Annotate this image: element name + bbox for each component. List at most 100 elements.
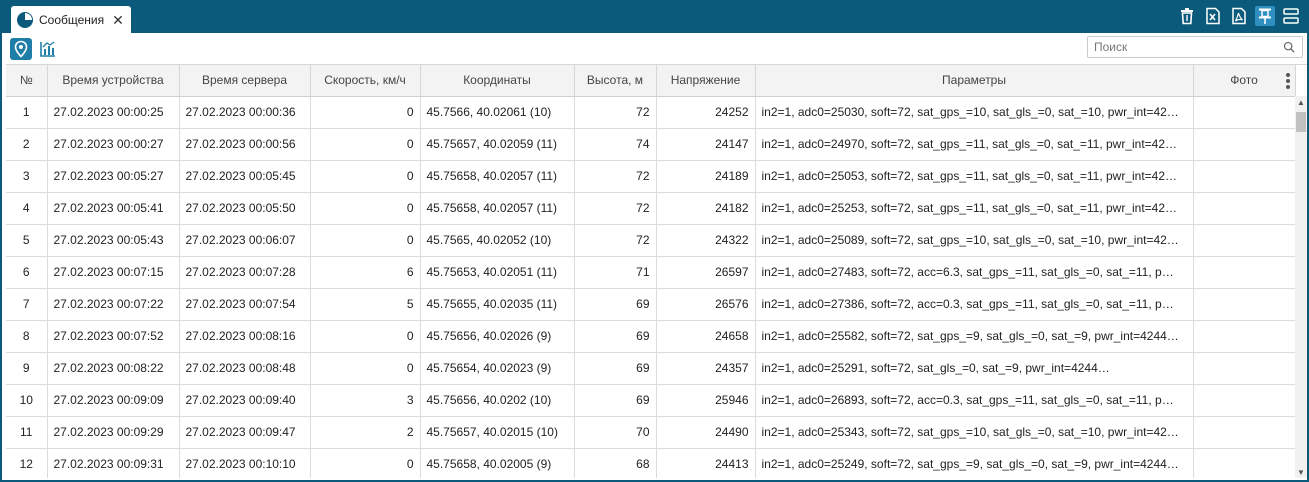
table-cell: 27.02.2023 00:08:22 xyxy=(47,352,180,385)
table-cell xyxy=(1193,352,1296,385)
map-button[interactable] xyxy=(10,38,32,60)
pin-button[interactable] xyxy=(1255,6,1275,26)
table-cell: 0 xyxy=(310,224,421,257)
table-cell: 24147 xyxy=(656,128,756,161)
column-header[interactable]: Время устройства xyxy=(47,65,180,97)
export-pdf-button[interactable] xyxy=(1229,6,1249,26)
search-icon[interactable] xyxy=(1280,38,1298,56)
table-cell: 27.02.2023 00:08:48 xyxy=(179,352,311,385)
column-header[interactable]: Время сервера xyxy=(179,65,311,97)
tab-messages[interactable]: Сообщения ✕ xyxy=(11,6,131,33)
table-cell xyxy=(1193,256,1296,289)
vertical-scrollbar[interactable]: ▲ ▼ xyxy=(1295,96,1307,478)
table-row[interactable]: 4 27.02.2023 00:05:41 27.02.2023 00:05:50 0… xyxy=(6,192,1296,225)
table-cell: in2=1, adc0=27386, soft=72, acc=0.3, sat… xyxy=(755,288,1194,321)
table-cell: 26597 xyxy=(656,256,756,289)
tab-close-icon[interactable]: ✕ xyxy=(112,11,124,28)
table-cell: in2=1, adc0=25343, soft=72, sat_gps_=10,… xyxy=(755,416,1194,449)
title-actions xyxy=(1177,6,1301,26)
table-cell: in2=1, adc0=26893, soft=72, acc=0.3, sat… xyxy=(755,384,1194,417)
table-cell: 24490 xyxy=(656,416,756,449)
scrollbar-thumb[interactable] xyxy=(1296,112,1306,132)
column-header[interactable]: Высота, м xyxy=(574,65,657,97)
column-header[interactable]: Напряжение xyxy=(656,65,756,97)
table-cell: 74 xyxy=(574,128,657,161)
table-row[interactable]: 11 27.02.2023 00:09:29 27.02.2023 00:09:47… xyxy=(6,416,1296,449)
table-cell: 2 xyxy=(6,128,48,161)
table-cell: 1 xyxy=(6,96,48,129)
table-cell xyxy=(1193,160,1296,193)
table-cell: 27.02.2023 00:05:50 xyxy=(179,192,311,225)
table-cell: 2 xyxy=(310,416,421,449)
table-cell: in2=1, adc0=25030, soft=72, sat_gps_=10,… xyxy=(755,96,1194,129)
table-cell: 27.02.2023 00:00:25 xyxy=(47,96,180,129)
table-cell: 0 xyxy=(310,96,421,129)
layout-button[interactable] xyxy=(1281,6,1301,26)
pie-chart-icon xyxy=(17,11,33,28)
table-cell: 25946 xyxy=(656,384,756,417)
table-cell xyxy=(1193,288,1296,321)
column-header[interactable]: Координаты xyxy=(420,65,575,97)
table-row[interactable]: 2 27.02.2023 00:00:27 27.02.2023 00:00:56 0… xyxy=(6,128,1296,161)
table-cell: 45.75658, 40.02005 (9) xyxy=(420,448,575,478)
toolbar xyxy=(2,33,1307,64)
table-cell: 45.75656, 40.02026 (9) xyxy=(420,320,575,353)
pin-icon xyxy=(1259,8,1271,24)
column-header[interactable]: № xyxy=(6,65,48,97)
table-cell: 27.02.2023 00:07:28 xyxy=(179,256,311,289)
table-cell: in2=1, adc0=25089, soft=72, sat_gps_=10,… xyxy=(755,224,1194,257)
table-cell: 27.02.2023 00:06:07 xyxy=(179,224,311,257)
table-row[interactable]: 3 27.02.2023 00:05:27 27.02.2023 00:05:45 0… xyxy=(6,160,1296,193)
table-cell: 8 xyxy=(6,320,48,353)
table-row[interactable]: 10 27.02.2023 00:09:09 27.02.2023 00:09:40… xyxy=(6,384,1296,417)
table-cell: 71 xyxy=(574,256,657,289)
table-cell: 5 xyxy=(6,224,48,257)
table-cell: 10 xyxy=(6,384,48,417)
table-cell: 27.02.2023 00:09:40 xyxy=(179,384,311,417)
table-cell: 27.02.2023 00:07:22 xyxy=(47,288,180,321)
table-cell: 45.75658, 40.02057 (11) xyxy=(420,192,575,225)
delete-button[interactable] xyxy=(1177,6,1197,26)
column-menu-icon[interactable] xyxy=(1283,71,1293,91)
table-cell xyxy=(1193,384,1296,417)
column-header[interactable]: Параметры xyxy=(755,65,1194,97)
table-cell: in2=1, adc0=27483, soft=72, acc=6.3, sat… xyxy=(755,256,1194,289)
scroll-up-arrow-icon[interactable]: ▲ xyxy=(1297,97,1305,107)
table-cell xyxy=(1193,96,1296,129)
table-cell: 0 xyxy=(310,128,421,161)
table-cell: 45.75657, 40.02059 (11) xyxy=(420,128,575,161)
table-row[interactable]: 9 27.02.2023 00:08:22 27.02.2023 00:08:48 0… xyxy=(6,352,1296,385)
table-row[interactable]: 1 27.02.2023 00:00:25 27.02.2023 00:00:36 0… xyxy=(6,96,1296,129)
table-cell: 27.02.2023 00:09:29 xyxy=(47,416,180,449)
table-row[interactable]: 7 27.02.2023 00:07:22 27.02.2023 00:07:54 5… xyxy=(6,288,1296,321)
table-row[interactable]: 8 27.02.2023 00:07:52 27.02.2023 00:08:16 0… xyxy=(6,320,1296,353)
table-header-row: № Время устройства Время сервера Скорость, … xyxy=(6,65,1296,97)
column-header[interactable]: Скорость, км/ч xyxy=(310,65,421,97)
column-header[interactable]: Фото xyxy=(1193,65,1296,97)
pdf-export-icon xyxy=(1232,7,1246,25)
table-body: 1 27.02.2023 00:00:25 27.02.2023 00:00:36 0… xyxy=(6,96,1296,478)
table-cell xyxy=(1193,448,1296,478)
chart-button[interactable] xyxy=(37,38,59,60)
table-cell: 69 xyxy=(574,384,657,417)
export-excel-button[interactable] xyxy=(1203,6,1223,26)
table-row[interactable]: 6 27.02.2023 00:07:15 27.02.2023 00:07:28 6… xyxy=(6,256,1296,289)
table-row[interactable]: 12 27.02.2023 00:09:31 27.02.2023 00:10:10… xyxy=(6,448,1296,478)
table-cell: 24357 xyxy=(656,352,756,385)
table-cell: 68 xyxy=(574,448,657,478)
table-cell: 3 xyxy=(310,384,421,417)
table-cell: in2=1, adc0=25249, soft=72, sat_gps_=9, … xyxy=(755,448,1194,478)
table-cell: in2=1, adc0=25582, soft=72, sat_gps_=9, … xyxy=(755,320,1194,353)
table-cell: 9 xyxy=(6,352,48,385)
table-cell: 27.02.2023 00:05:43 xyxy=(47,224,180,257)
messages-table-container: № Время устройства Время сервера Скорость, … xyxy=(6,64,1307,478)
search-input[interactable] xyxy=(1088,37,1280,57)
scroll-down-arrow-icon[interactable]: ▼ xyxy=(1297,467,1305,477)
table-cell: 3 xyxy=(6,160,48,193)
table-cell: 27.02.2023 00:09:31 xyxy=(47,448,180,478)
table-cell xyxy=(1193,128,1296,161)
table-row[interactable]: 5 27.02.2023 00:05:43 27.02.2023 00:06:07 0… xyxy=(6,224,1296,257)
table-cell: 7 xyxy=(6,288,48,321)
table-cell: 70 xyxy=(574,416,657,449)
